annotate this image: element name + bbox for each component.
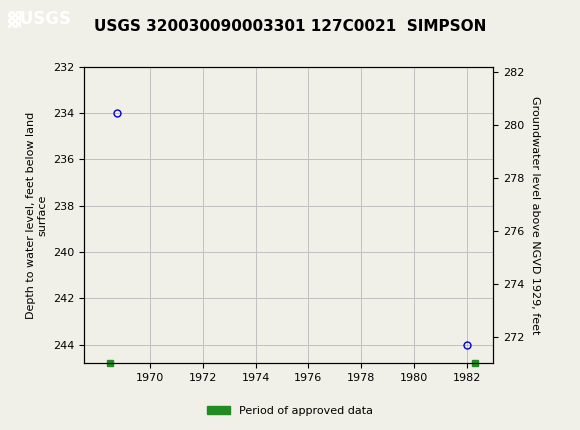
Y-axis label: Groundwater level above NGVD 1929, feet: Groundwater level above NGVD 1929, feet [530, 96, 539, 334]
Y-axis label: Depth to water level, feet below land
surface: Depth to water level, feet below land su… [26, 111, 48, 319]
Text: USGS 320030090003301 127C0021  SIMPSON: USGS 320030090003301 127C0021 SIMPSON [94, 19, 486, 34]
Text: ▓USGS: ▓USGS [7, 10, 71, 28]
Legend: Period of approved data: Period of approved data [203, 401, 377, 420]
